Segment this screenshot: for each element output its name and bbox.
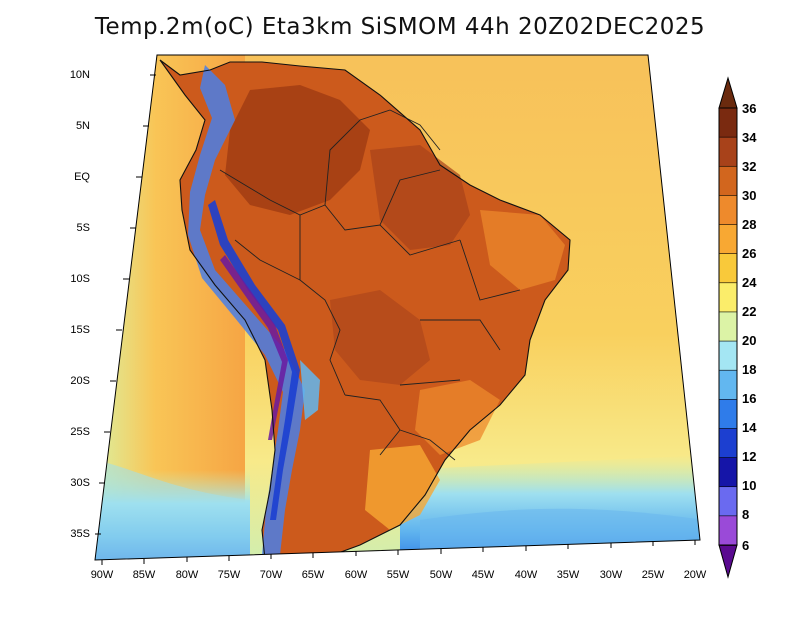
colorbar-label-22: 22 xyxy=(742,304,756,319)
lat-label-20s: 20S xyxy=(70,375,90,387)
colorbar-band-30 xyxy=(718,195,738,226)
lon-label-60w: 60W xyxy=(345,569,368,581)
colorbar: 36 34 32 30 28 26 24 22 20 18 16 14 12 1… xyxy=(718,76,757,579)
lon-label-80w: 80W xyxy=(176,569,199,581)
colorbar-label-32: 32 xyxy=(742,159,756,174)
longitude-axis: 90W 85W 80W 75W 70W 65W 60W 55W 50W 45W … xyxy=(91,540,707,581)
north-brazil-hot-zone xyxy=(370,145,470,250)
colorbar-label-36: 36 xyxy=(742,101,756,116)
colorbar-band-16 xyxy=(718,399,738,430)
central-brazil-hot-zone xyxy=(330,290,430,385)
colorbar-band-20 xyxy=(718,340,738,372)
colorbar-label-30: 30 xyxy=(742,188,756,203)
lat-label-15s: 15S xyxy=(70,324,90,336)
colorbar-band-8 xyxy=(718,515,738,546)
lon-label-45w: 45W xyxy=(472,569,495,581)
northeast-warm-zone xyxy=(480,210,565,290)
colorbar-band-36 xyxy=(718,107,738,138)
altiplano-cool xyxy=(300,360,320,420)
colorbar-label-16: 16 xyxy=(742,391,756,406)
lon-label-25w: 25W xyxy=(642,569,665,581)
colorbar-frame xyxy=(718,107,738,546)
colorbar-band-34 xyxy=(718,136,738,168)
lon-label-35w: 35W xyxy=(557,569,580,581)
lon-label-50w: 50W xyxy=(430,569,453,581)
lat-label-30s: 30S xyxy=(70,477,90,489)
lat-label-eq: EQ xyxy=(74,171,90,183)
lon-label-30w: 30W xyxy=(600,569,623,581)
colorbar-label-12: 12 xyxy=(742,449,756,464)
colorbar-band-14 xyxy=(718,428,738,459)
colorbar-band-22 xyxy=(718,311,738,342)
lon-label-90w: 90W xyxy=(91,569,114,581)
lat-label-5s: 5S xyxy=(77,222,90,234)
lat-label-10s: 10S xyxy=(70,273,90,285)
colorbar-band-24 xyxy=(718,282,738,313)
colorbar-band-28 xyxy=(718,224,738,255)
andes-core-cold xyxy=(208,200,300,520)
colorbar-label-34: 34 xyxy=(742,130,757,145)
country-borders xyxy=(219,109,521,461)
colorbar-label-24: 24 xyxy=(742,275,757,290)
lon-label-55w: 55W xyxy=(387,569,410,581)
cool-band-pacific xyxy=(95,460,250,560)
colorbar-band-32 xyxy=(718,165,738,197)
colorbar-label-8: 8 xyxy=(742,507,749,522)
amazon-hot-zone xyxy=(225,85,370,215)
colorbar-label-26: 26 xyxy=(742,246,756,261)
latitude-axis: 10N 5N EQ 5S 10S 15S 20S 25S 30S 35S xyxy=(70,69,156,540)
colorbar-band-12 xyxy=(718,457,738,488)
map-frame xyxy=(94,54,701,561)
map-title: Temp.2m(oC) Eta3km SiSMOM 44h 20Z02DEC20… xyxy=(94,14,706,40)
lat-label-5n: 5N xyxy=(76,120,90,132)
colorbar-bottom-arrow xyxy=(718,544,738,579)
lon-label-40w: 40W xyxy=(515,569,538,581)
lon-label-20w: 20W xyxy=(684,569,707,581)
lat-label-35s: 35S xyxy=(70,528,90,540)
colorbar-band-26 xyxy=(718,253,738,284)
lat-label-25s: 25S xyxy=(70,426,90,438)
lon-label-65w: 65W xyxy=(302,569,325,581)
colorbar-label-18: 18 xyxy=(742,362,756,377)
colorbar-top-arrow xyxy=(718,76,738,109)
colorbar-label-14: 14 xyxy=(742,420,757,435)
colorbar-label-28: 28 xyxy=(742,217,756,232)
lon-label-85w: 85W xyxy=(133,569,156,581)
cool-band-atlantic xyxy=(420,508,700,560)
coastline xyxy=(159,59,571,560)
lon-label-75w: 75W xyxy=(218,569,241,581)
lon-label-70w: 70W xyxy=(260,569,283,581)
colorbar-label-20: 20 xyxy=(742,333,756,348)
southeast-warm-zone xyxy=(415,380,500,455)
colorbar-label-6: 6 xyxy=(742,538,749,553)
andes-cold-band xyxy=(188,65,305,555)
colorbar-label-10: 10 xyxy=(742,478,756,493)
south-brazil-warm-zone xyxy=(365,445,440,530)
lat-label-10n: 10N xyxy=(70,69,90,81)
colorbar-band-18 xyxy=(718,369,738,401)
colorbar-band-10 xyxy=(718,486,738,517)
temperature-field xyxy=(95,55,700,560)
